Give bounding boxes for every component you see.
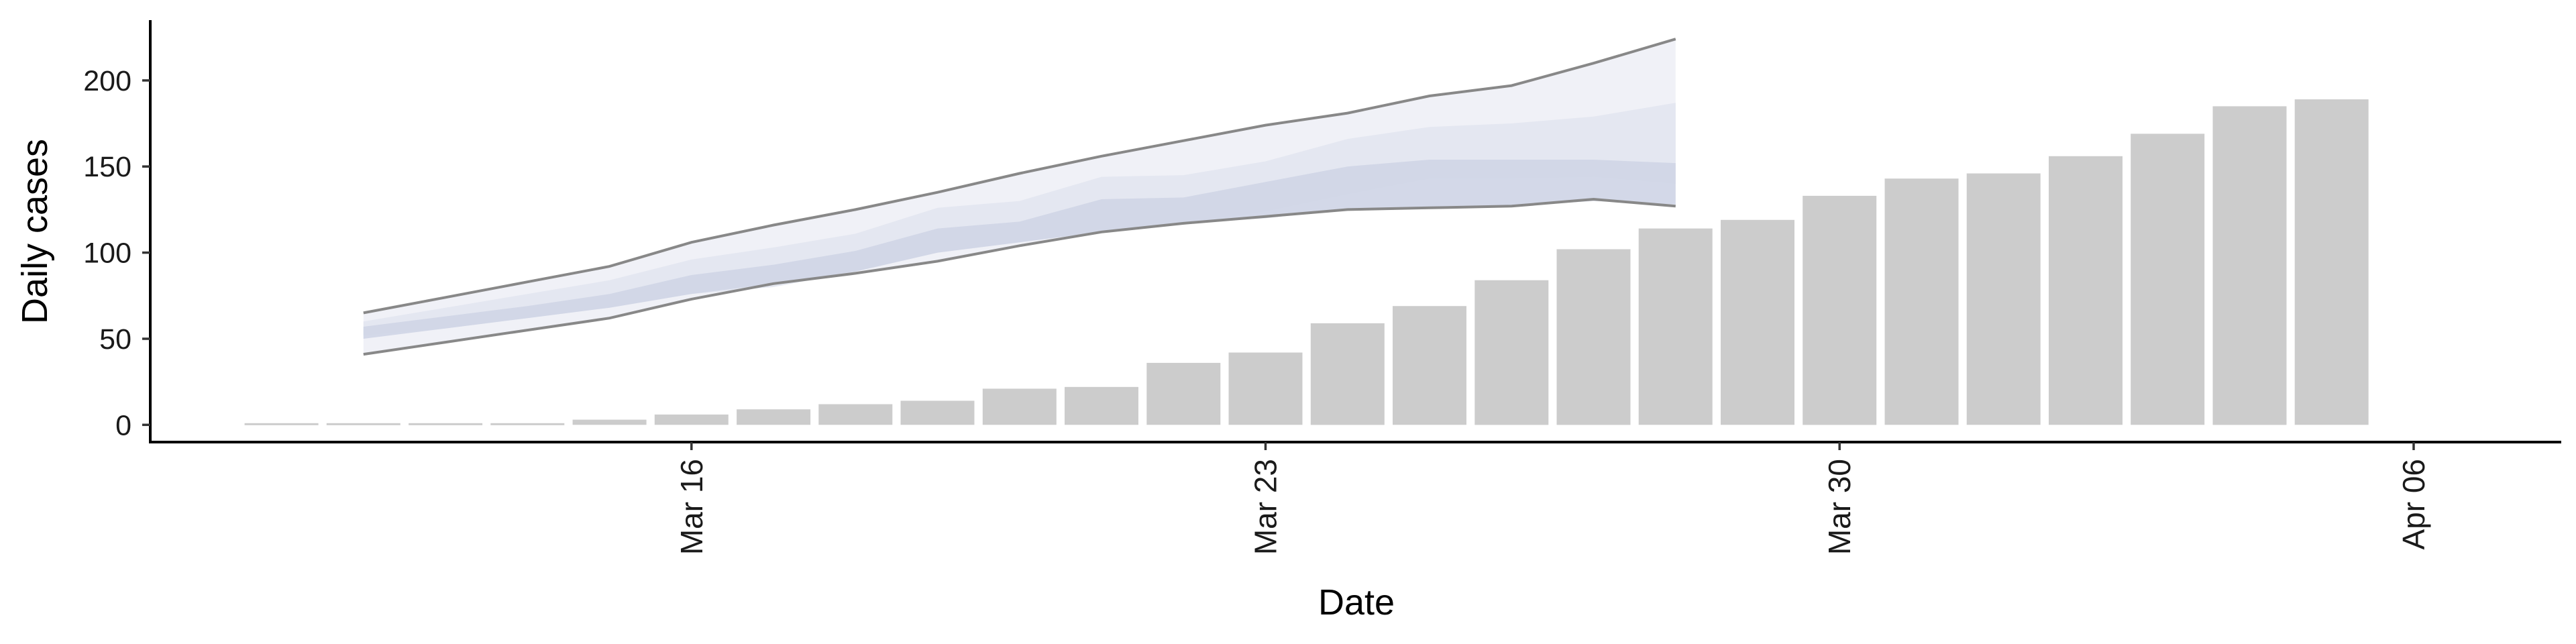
bar-mar-13 [409,423,483,425]
bar-apr-05 [2294,99,2369,425]
bar-mar-19 [900,400,975,425]
bar-apr-01 [1966,173,2041,425]
bar-mar-31 [1884,178,1959,425]
bar-mar-15 [572,419,647,425]
forecast-inner-band [363,160,1676,339]
bar-mar-17 [737,409,811,425]
x-axis: Mar 16 Mar 23 Mar 30 Apr 06 [149,441,2561,555]
y-tick-label-50: 50 [99,323,131,356]
bar-mar-16 [654,414,729,425]
bar-mar-22 [1146,362,1221,425]
y-tick-label-100: 100 [83,237,131,270]
bar-mar-23 [1228,352,1303,425]
bar-mar-20 [982,388,1057,425]
bar-mar-27 [1556,249,1631,425]
y-tick-label-200: 200 [83,65,131,97]
bar-mar-26 [1474,280,1549,425]
bar-mar-30 [1803,195,1877,425]
y-tick-label-150: 150 [83,151,131,183]
bar-mar-14 [490,423,565,425]
bar-mar-21 [1065,386,1138,425]
y-tick-label-0: 0 [115,409,131,441]
bar-apr-02 [2049,156,2123,425]
bar-mar-25 [1393,306,1466,425]
bar-mar-11 [244,423,319,425]
bar-mar-29 [1721,219,1794,425]
x-tick-label-mar-16: Mar 16 [674,459,709,555]
bar-apr-03 [2131,133,2205,425]
bars-layer [244,99,2369,425]
bar-mar-24 [1310,323,1385,425]
x-tick-label-apr-06: Apr 06 [2396,459,2431,550]
bar-mar-28 [1638,228,1713,425]
bar-apr-04 [2212,106,2287,425]
y-axis-title: Daily cases [15,139,55,324]
bar-mar-18 [818,404,893,425]
plot-area [244,38,2369,425]
forecast-upper-bound-line [363,38,1676,315]
x-tick-label-mar-30: Mar 30 [1822,459,1857,555]
bar-mar-12 [326,423,400,425]
forecast-ribbon-layer [363,38,1676,356]
x-axis-title: Date [1318,582,1395,623]
x-tick-label-mar-23: Mar 23 [1248,459,1283,555]
y-axis: 0 50 100 150 200 [83,20,152,442]
forecast-lower-bound-line [363,197,1676,356]
